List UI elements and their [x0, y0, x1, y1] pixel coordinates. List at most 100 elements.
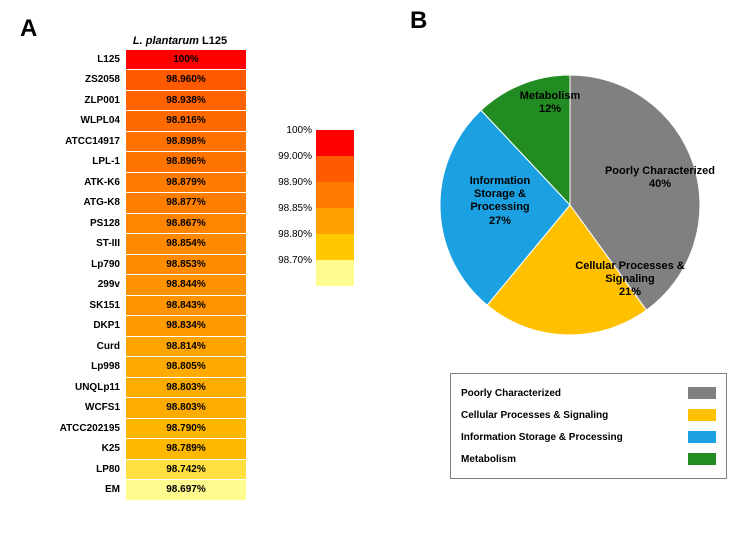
heatmap-row-label: 299v — [50, 279, 126, 290]
pie-chart: Poorly Characterized40%Cellular Processe… — [430, 65, 710, 345]
heatmap-legend-label: 98.90% — [270, 177, 316, 188]
heatmap-row: L125100% — [50, 49, 246, 70]
pie-legend-row: Poorly Characterized — [461, 382, 716, 404]
heatmap-row: WCFS198.803% — [50, 398, 246, 419]
heatmap-row: 299v98.844% — [50, 275, 246, 296]
heatmap-legend-swatch — [316, 130, 354, 156]
pie-legend-swatch — [688, 431, 716, 443]
heatmap-cell: 98.843% — [126, 296, 246, 316]
pie-legend-swatch — [688, 409, 716, 421]
heatmap-row-label: Lp790 — [50, 259, 126, 270]
heatmap-cell: 98.805% — [126, 357, 246, 377]
heatmap-row: Lp79098.853% — [50, 254, 246, 275]
heatmap-row-label: ZS2058 — [50, 74, 126, 85]
heatmap-legend-row: 98.70% — [270, 260, 354, 286]
heatmap-legend: 100%99.00%98.90%98.85%98.80%98.70% — [270, 130, 354, 286]
heatmap-row-label: LP80 — [50, 464, 126, 475]
heatmap-cell: 98.916% — [126, 111, 246, 131]
heatmap-row: K2598.789% — [50, 439, 246, 460]
panel-a-label: A — [20, 15, 37, 43]
heatmap-legend-label: 98.70% — [270, 255, 316, 266]
pie-legend-swatch — [688, 387, 716, 399]
heatmap-row-label: L125 — [50, 54, 126, 65]
heatmap-header-italic: L. plantarum — [133, 35, 199, 47]
heatmap-row: EM98.697% — [50, 480, 246, 501]
heatmap-table: L. plantarum L125 L125100%ZS205898.960%Z… — [50, 35, 246, 500]
heatmap-cell: 98.896% — [126, 152, 246, 172]
pie-legend-text: Poorly Characterized — [461, 388, 561, 399]
pie-legend-row: Cellular Processes & Signaling — [461, 404, 716, 426]
heatmap-row-label: WLPL04 — [50, 115, 126, 126]
heatmap-row-label: LPL-1 — [50, 156, 126, 167]
heatmap-row-label: Curd — [50, 341, 126, 352]
heatmap-cell: 98.898% — [126, 132, 246, 152]
heatmap-row-label: EM — [50, 484, 126, 495]
heatmap-row-label: ATK-K6 — [50, 177, 126, 188]
heatmap-legend-label: 100% — [270, 125, 316, 136]
heatmap-row: Curd98.814% — [50, 336, 246, 357]
heatmap-cell: 98.844% — [126, 275, 246, 295]
heatmap-row: ATG-K898.877% — [50, 193, 246, 214]
pie-legend: Poorly Characterized Cellular Processes &… — [450, 373, 727, 479]
heatmap-row: ZS205898.960% — [50, 70, 246, 91]
heatmap-row: WLPL0498.916% — [50, 111, 246, 132]
heatmap-row: LP8098.742% — [50, 459, 246, 480]
heatmap-row-label: SK151 — [50, 300, 126, 311]
heatmap-cell: 98.697% — [126, 480, 246, 500]
heatmap-row-label: ST-III — [50, 238, 126, 249]
heatmap-row-label: Lp998 — [50, 361, 126, 372]
heatmap-row-label: UNQLp11 — [50, 382, 126, 393]
pie-legend-row: Metabolism — [461, 448, 716, 470]
heatmap-row-label: K25 — [50, 443, 126, 454]
heatmap-cell: 98.803% — [126, 378, 246, 398]
pie-legend-row: Information Storage & Processing — [461, 426, 716, 448]
heatmap-row: ATCC20219598.790% — [50, 418, 246, 439]
pie-legend-text: Metabolism — [461, 454, 516, 465]
pie-legend-swatch — [688, 453, 716, 465]
heatmap-legend-swatch — [316, 182, 354, 208]
heatmap-cell: 98.790% — [126, 419, 246, 439]
heatmap-legend-swatch — [316, 156, 354, 182]
heatmap-row-label: DKP1 — [50, 320, 126, 331]
heatmap-cell: 98.877% — [126, 193, 246, 213]
heatmap-row: ATCC1491798.898% — [50, 131, 246, 152]
heatmap-cell: 98.853% — [126, 255, 246, 275]
heatmap-header-plain: L125 — [199, 35, 227, 47]
pie-legend-text: Information Storage & Processing — [461, 432, 623, 443]
heatmap-row: SK15198.843% — [50, 295, 246, 316]
heatmap-row: DKP198.834% — [50, 316, 246, 337]
heatmap-row-label: ATCC14917 — [50, 136, 126, 147]
heatmap-legend-swatch — [316, 208, 354, 234]
heatmap-cell: 98.789% — [126, 439, 246, 459]
heatmap-row: UNQLp1198.803% — [50, 377, 246, 398]
heatmap-legend-label: 99.00% — [270, 151, 316, 162]
heatmap-cell: 98.938% — [126, 91, 246, 111]
heatmap-cell: 98.854% — [126, 234, 246, 254]
heatmap-row: LPL-198.896% — [50, 152, 246, 173]
heatmap-cell: 98.879% — [126, 173, 246, 193]
heatmap-row: PS12898.867% — [50, 213, 246, 234]
pie-legend-text: Cellular Processes & Signaling — [461, 410, 608, 421]
heatmap-row: Lp99898.805% — [50, 357, 246, 378]
heatmap-row: ZLP00198.938% — [50, 90, 246, 111]
heatmap-row: ST-III98.854% — [50, 234, 246, 255]
heatmap-header: L. plantarum L125 — [120, 35, 240, 47]
heatmap-row-label: ATCC202195 — [50, 423, 126, 434]
heatmap-legend-label: 98.85% — [270, 203, 316, 214]
heatmap-cell: 98.834% — [126, 316, 246, 336]
heatmap-cell: 98.960% — [126, 70, 246, 90]
heatmap-row-label: ZLP001 — [50, 95, 126, 106]
heatmap-cell: 98.803% — [126, 398, 246, 418]
heatmap-cell: 98.814% — [126, 337, 246, 357]
heatmap-cell: 98.867% — [126, 214, 246, 234]
heatmap-legend-swatch — [316, 234, 354, 260]
heatmap-row-label: PS128 — [50, 218, 126, 229]
heatmap-row: ATK-K698.879% — [50, 172, 246, 193]
heatmap-legend-swatch — [316, 260, 354, 286]
heatmap-cell: 98.742% — [126, 460, 246, 480]
heatmap-cell: 100% — [126, 50, 246, 70]
heatmap-legend-label: 98.80% — [270, 229, 316, 240]
panel-b-label: B — [410, 7, 427, 35]
heatmap-row-label: WCFS1 — [50, 402, 126, 413]
heatmap-row-label: ATG-K8 — [50, 197, 126, 208]
